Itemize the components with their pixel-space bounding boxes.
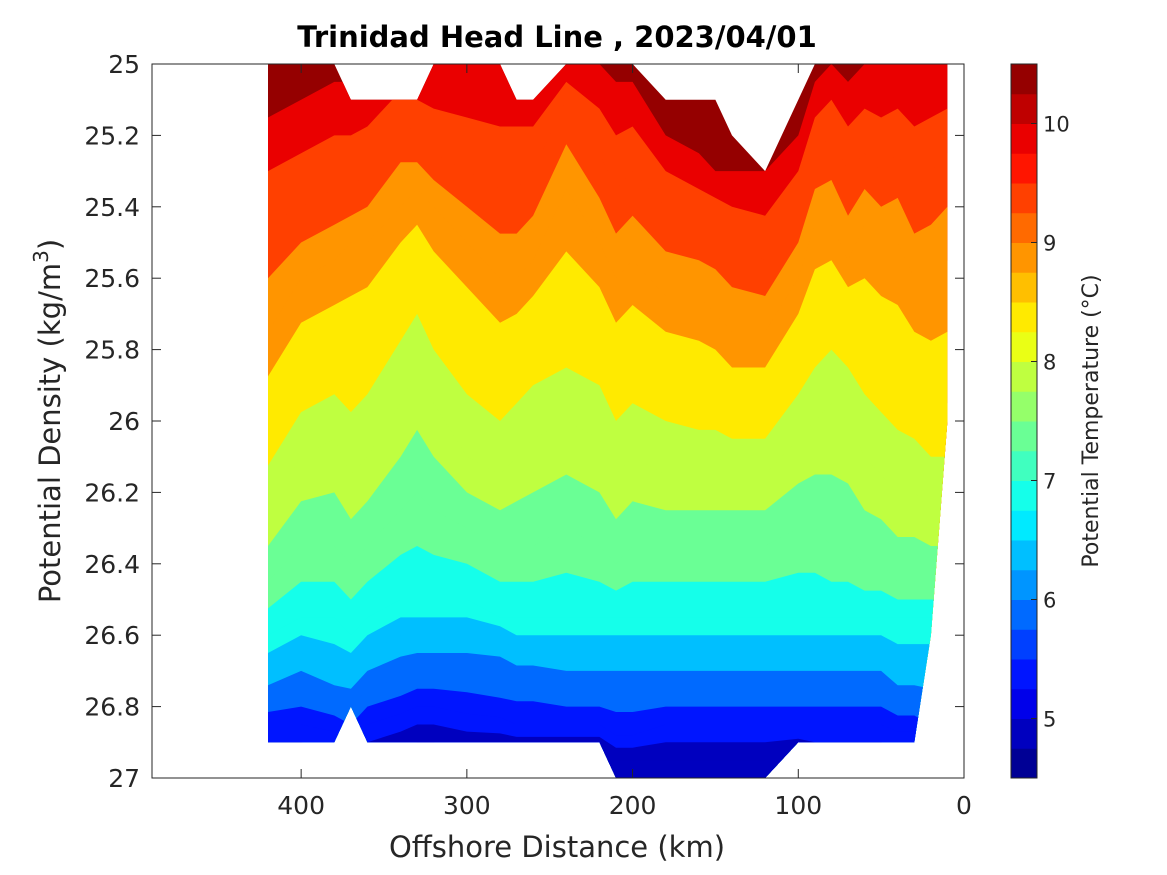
colorbar-swatch-5: [1011, 599, 1037, 630]
y-tick-label-25: 25: [108, 50, 140, 79]
colorbar-swatch-17: [1011, 242, 1037, 273]
contour-field: [268, 64, 948, 778]
colorbar-swatch-11: [1011, 421, 1037, 452]
colorbar-frame: [1010, 63, 1038, 779]
colorbar-swatch-6: [1011, 569, 1037, 600]
colorbar-swatch-21: [1011, 123, 1037, 154]
colorbar-swatch-2: [1011, 688, 1037, 719]
x-tick-label-0: 0: [956, 791, 972, 820]
y-axis-label: Potential Density (kg/m3): [29, 239, 67, 603]
colorbar-swatch-13: [1011, 361, 1037, 392]
colorbar-tick-label-5: 5: [1043, 708, 1056, 732]
x-tick-label-200: 200: [609, 791, 657, 820]
y-tick-label-26.6: 26.6: [84, 621, 140, 650]
x-tick-label-300: 300: [443, 791, 491, 820]
colorbar-swatch-15: [1011, 302, 1037, 333]
x-axis-label: Offshore Distance (km): [389, 830, 725, 864]
colorbar-swatch-3: [1011, 659, 1037, 690]
colorbar-tick-label-6: 6: [1043, 589, 1056, 613]
colorbar-swatch-14: [1011, 331, 1037, 362]
y-tick-label-25.4: 25.4: [84, 193, 140, 222]
colorbar-tick-label-9: 9: [1043, 232, 1056, 256]
y-axis: 25 25.2 25.4 25.6 25.8 26 26.2 26.4 26.6 26.8 27: [84, 50, 964, 793]
colorbar-swatch-7: [1011, 540, 1037, 571]
colorbar-swatch-1: [1011, 718, 1037, 749]
colorbar-swatch-16: [1011, 272, 1037, 303]
colorbar-swatch-10: [1011, 450, 1037, 481]
colorbar-swatch-19: [1011, 183, 1037, 214]
y-axis-label-superscript: 3: [29, 250, 53, 263]
colorbar-swatch-8: [1011, 510, 1037, 541]
y-tick-label-26.8: 26.8: [84, 693, 140, 722]
colorbar-swatch-12: [1011, 391, 1037, 422]
y-tick-label-26.2: 26.2: [84, 478, 140, 507]
colorbar-tick-label-7: 7: [1043, 470, 1056, 494]
colorbar-swatch-18: [1011, 212, 1037, 243]
colorbar-swatch-0: [1011, 748, 1037, 779]
y-tick-label-26: 26: [108, 407, 140, 436]
x-tick-label-100: 100: [774, 791, 822, 820]
x-tick-label-400: 400: [277, 791, 325, 820]
colorbar-swatch-22: [1011, 93, 1037, 124]
x-axis: 400 300 200 100 0: [277, 64, 972, 820]
y-tick-label-27: 27: [108, 764, 140, 793]
colorbar-swatch-4: [1011, 629, 1037, 660]
colorbar-tick-label-8: 8: [1043, 351, 1056, 375]
colorbar-swatch-9: [1011, 480, 1037, 511]
y-tick-label-26.4: 26.4: [84, 550, 140, 579]
colorbar-swatch-20: [1011, 153, 1037, 184]
colorbar-axis: 5 6 7 8 9 10: [1031, 113, 1070, 732]
y-axis-label-main: Potential Density (kg/m: [33, 263, 67, 603]
colorbar-label: Potential Temperature (°C): [1079, 274, 1104, 567]
colorbar-swatch-23: [1011, 64, 1037, 95]
colorbar-tick-label-10: 10: [1043, 113, 1070, 137]
y-tick-label-25.2: 25.2: [84, 121, 140, 150]
y-axis-label-tail: ): [33, 239, 67, 250]
colorbar: [1011, 64, 1037, 779]
y-tick-label-25.8: 25.8: [84, 336, 140, 365]
chart-title: Trinidad Head Line , 2023/04/01: [297, 20, 817, 54]
y-tick-label-25.6: 25.6: [84, 264, 140, 293]
